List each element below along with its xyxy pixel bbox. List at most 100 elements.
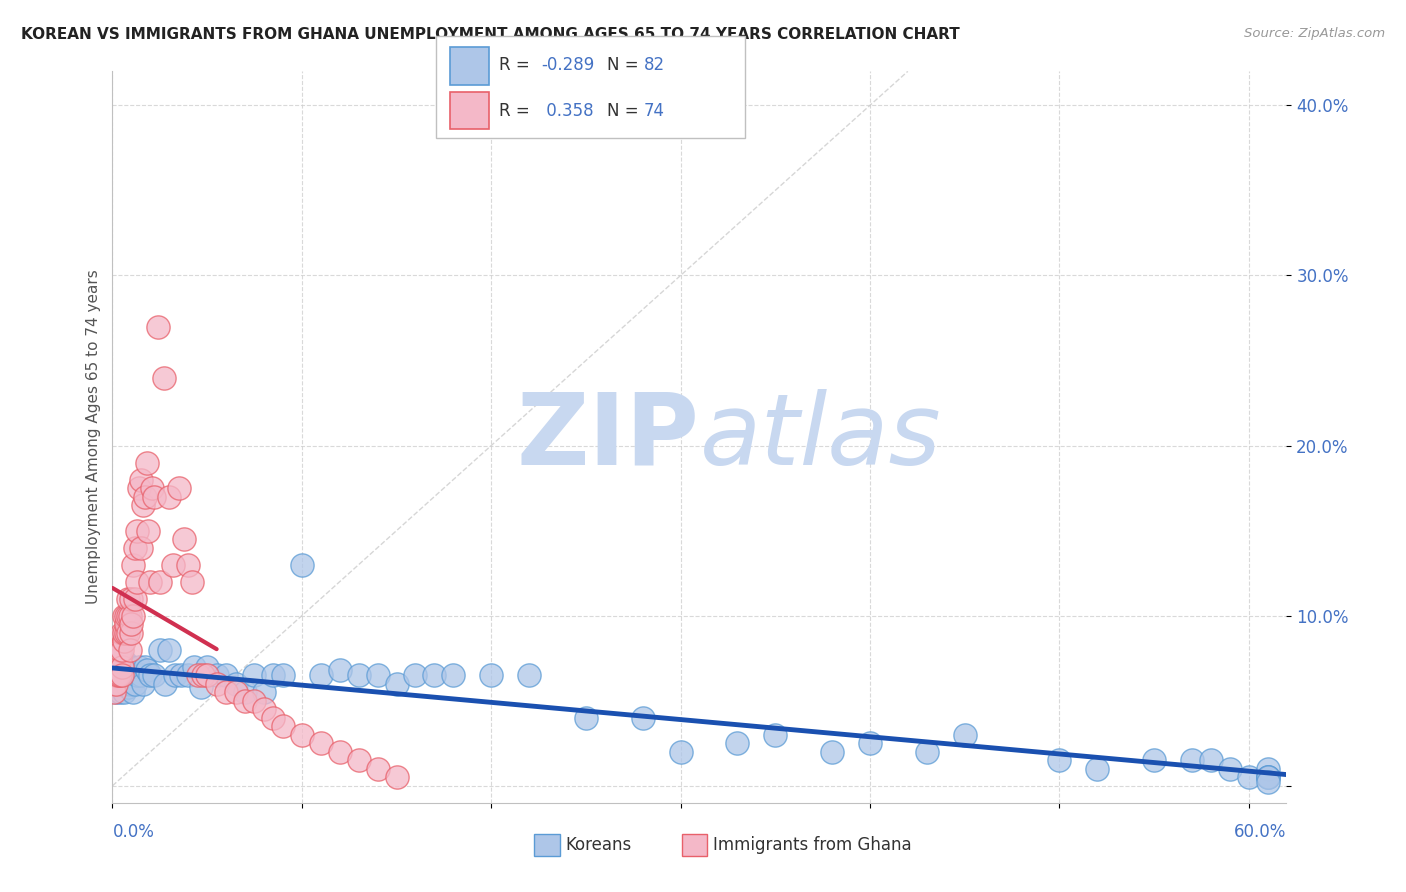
- Point: [233, 694, 256, 708]
- Point: [120, 668, 142, 682]
- Text: ZIP: ZIP: [516, 389, 700, 485]
- Point: [107, 651, 129, 665]
- Point: [117, 668, 139, 682]
- Point: [309, 668, 332, 682]
- Point: [225, 677, 247, 691]
- Point: [120, 591, 142, 606]
- Point: [190, 680, 212, 694]
- Text: Immigrants from Ghana: Immigrants from Ghana: [713, 836, 911, 854]
- Point: [859, 736, 882, 750]
- Point: [114, 657, 136, 671]
- Point: [253, 685, 276, 699]
- Point: [1085, 762, 1108, 776]
- Point: [193, 668, 215, 682]
- Point: [129, 541, 152, 555]
- Point: [117, 591, 139, 606]
- Point: [120, 625, 142, 640]
- Point: [103, 659, 125, 673]
- Point: [111, 651, 134, 665]
- Point: [107, 642, 129, 657]
- Point: [139, 668, 162, 682]
- Point: [111, 642, 134, 657]
- Point: [120, 617, 142, 632]
- Point: [915, 745, 938, 759]
- Point: [117, 608, 139, 623]
- Point: [122, 608, 145, 623]
- Point: [291, 728, 314, 742]
- Text: atlas: atlas: [700, 389, 941, 485]
- Point: [262, 711, 284, 725]
- Point: [1257, 775, 1279, 789]
- Point: [181, 574, 204, 589]
- Point: [108, 685, 131, 699]
- Point: [107, 677, 129, 691]
- Point: [127, 668, 149, 682]
- Point: [1143, 753, 1166, 767]
- Point: [177, 668, 200, 682]
- Point: [114, 617, 136, 632]
- Point: [169, 668, 191, 682]
- Point: [111, 659, 134, 673]
- Text: -0.289: -0.289: [541, 56, 595, 74]
- Point: [479, 668, 502, 682]
- Point: [122, 663, 145, 677]
- Point: [105, 677, 128, 691]
- Point: [347, 753, 370, 767]
- Point: [132, 498, 155, 512]
- Point: [243, 668, 266, 682]
- Point: [725, 736, 748, 750]
- Point: [953, 728, 976, 742]
- Text: 74: 74: [644, 103, 665, 120]
- Point: [1237, 770, 1260, 784]
- Point: [118, 608, 141, 623]
- Point: [111, 659, 134, 673]
- Point: [141, 481, 163, 495]
- Point: [291, 558, 314, 572]
- Point: [162, 558, 184, 572]
- Point: [107, 659, 129, 673]
- Point: [139, 574, 162, 589]
- Point: [195, 659, 218, 673]
- Point: [105, 651, 128, 665]
- Text: 60.0%: 60.0%: [1234, 823, 1286, 841]
- Point: [253, 702, 276, 716]
- Point: [103, 677, 125, 691]
- Point: [128, 659, 150, 673]
- Point: [1257, 770, 1279, 784]
- Point: [1257, 770, 1279, 784]
- Point: [124, 591, 146, 606]
- Point: [127, 524, 149, 538]
- Point: [108, 668, 131, 682]
- Point: [517, 668, 540, 682]
- Point: [155, 677, 177, 691]
- Point: [271, 668, 294, 682]
- Point: [183, 659, 205, 673]
- Point: [114, 608, 136, 623]
- Point: [129, 473, 152, 487]
- Text: 82: 82: [644, 56, 665, 74]
- Point: [367, 668, 389, 682]
- Point: [271, 719, 294, 733]
- Point: [111, 668, 134, 682]
- Text: Koreans: Koreans: [565, 836, 631, 854]
- Point: [215, 685, 238, 699]
- Point: [108, 651, 131, 665]
- Point: [149, 642, 172, 657]
- Point: [177, 558, 200, 572]
- Text: R =: R =: [499, 103, 536, 120]
- Point: [157, 642, 180, 657]
- Point: [404, 668, 426, 682]
- Point: [107, 659, 129, 673]
- Point: [114, 663, 136, 677]
- Point: [108, 642, 131, 657]
- Point: [262, 668, 284, 682]
- Point: [763, 728, 786, 742]
- Point: [105, 685, 128, 699]
- Text: R =: R =: [499, 56, 536, 74]
- Point: [631, 711, 654, 725]
- Point: [225, 685, 247, 699]
- Point: [132, 677, 155, 691]
- Point: [114, 625, 136, 640]
- Point: [329, 663, 352, 677]
- Point: [1257, 770, 1279, 784]
